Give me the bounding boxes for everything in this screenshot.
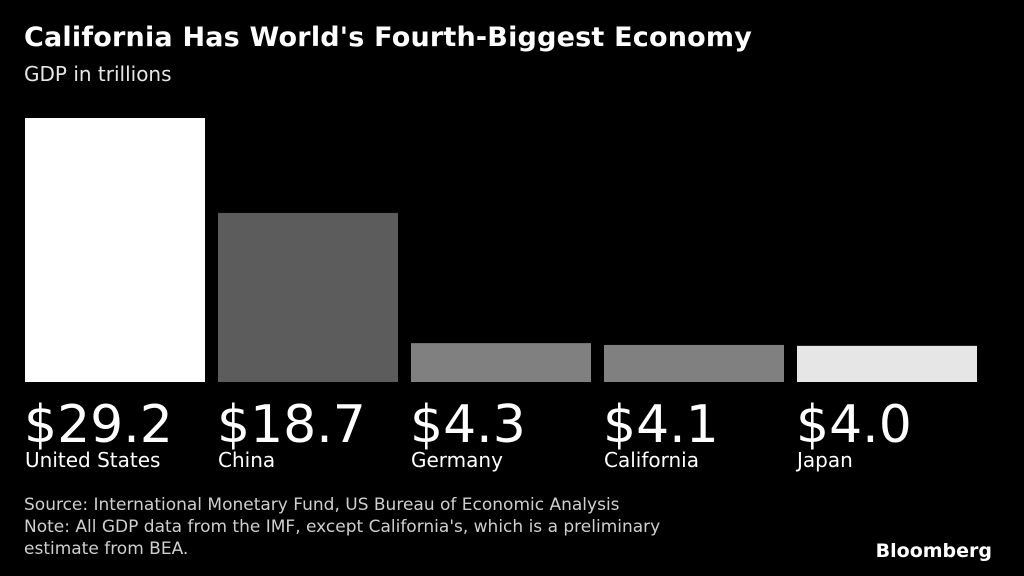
bar-japan bbox=[797, 345, 977, 382]
chart-subtitle: GDP in trillions bbox=[24, 62, 172, 86]
category-label: California bbox=[604, 448, 699, 472]
chart-title: California Has World's Fourth-Biggest Ec… bbox=[24, 22, 752, 53]
category-label: United States bbox=[25, 448, 160, 472]
source-note: Source: International Monetary Fund, US … bbox=[24, 495, 620, 515]
value-label: $4.0 bbox=[796, 395, 912, 455]
bar-germany bbox=[411, 343, 591, 382]
category-label: China bbox=[218, 448, 275, 472]
footnotes: Source: International Monetary Fund, US … bbox=[24, 494, 844, 560]
value-label: $29.2 bbox=[24, 395, 173, 455]
category-label: Japan bbox=[795, 448, 853, 472]
bar-united-states bbox=[25, 118, 205, 382]
value-label: $4.3 bbox=[410, 395, 526, 455]
footnote-line-1: Note: All GDP data from the IMF, except … bbox=[24, 517, 661, 537]
bar-china bbox=[218, 212, 398, 382]
footnote-line-2: estimate from BEA. bbox=[24, 539, 189, 559]
value-label: $18.7 bbox=[217, 395, 366, 455]
value-label: $4.1 bbox=[603, 395, 719, 455]
category-label: Germany bbox=[411, 448, 503, 472]
bar-california bbox=[604, 344, 784, 382]
bloomberg-logo: Bloomberg bbox=[875, 540, 992, 562]
